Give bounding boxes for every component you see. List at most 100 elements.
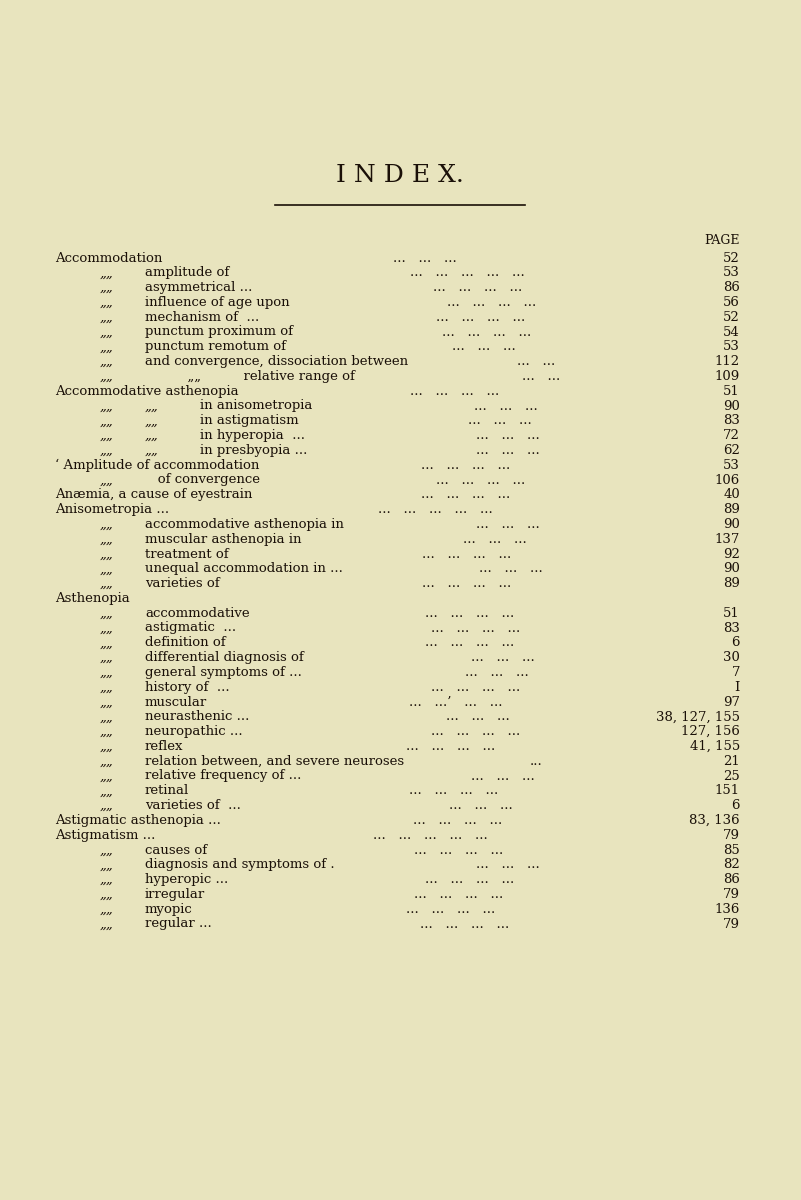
Text: ...   ...: ... ... [522,370,561,383]
Text: ...   ...   ...: ... ... ... [471,652,534,664]
Text: ...   ...   ...   ...: ... ... ... ... [414,844,503,857]
Text: 92: 92 [723,547,740,560]
Text: I N D E X.: I N D E X. [336,163,464,186]
Text: in hyperopia  ...: in hyperopia ... [200,430,305,442]
Text: „„: „„ [100,725,114,738]
Text: influence of age upon: influence of age upon [145,296,290,308]
Text: ...   ...   ...   ...: ... ... ... ... [409,785,498,797]
Text: muscular asthenopia in: muscular asthenopia in [145,533,301,546]
Text: „„: „„ [145,444,159,457]
Text: 109: 109 [714,370,740,383]
Text: „„: „„ [100,370,114,383]
Text: „„: „„ [100,785,114,797]
Text: in astigmatism: in astigmatism [200,414,299,427]
Text: ...   ...   ...   ...: ... ... ... ... [431,680,520,694]
Text: ...   ...   ...: ... ... ... [463,533,526,546]
Text: 53: 53 [723,341,740,353]
Text: ...   ...   ...   ...: ... ... ... ... [425,874,514,886]
Text: Accommodative asthenopia: Accommodative asthenopia [55,385,239,397]
Text: „„: „„ [100,888,114,901]
Text: „„: „„ [100,652,114,664]
Text: 82: 82 [723,858,740,871]
Text: 90: 90 [723,400,740,413]
Text: 21: 21 [723,755,740,768]
Text: ...   ...   ...   ...: ... ... ... ... [447,296,537,308]
Text: accommodative: accommodative [145,607,250,619]
Text: Anæmia, a cause of eyestrain: Anæmia, a cause of eyestrain [55,488,252,502]
Text: regular ...: regular ... [145,918,211,930]
Text: in presbyopia ...: in presbyopia ... [200,444,308,457]
Text: 106: 106 [714,474,740,486]
Text: 51: 51 [723,385,740,397]
Text: 7: 7 [731,666,740,679]
Text: „„: „„ [100,355,114,368]
Text: history of  ...: history of ... [145,680,230,694]
Text: ...   ...   ...: ... ... ... [465,666,529,679]
Text: 89: 89 [723,503,740,516]
Text: relation between, and severe neuroses: relation between, and severe neuroses [145,755,405,768]
Text: „„: „„ [100,607,114,619]
Text: ...   ...   ...   ...: ... ... ... ... [421,458,510,472]
Text: ...: ... [529,755,542,768]
Text: accommodative asthenopia in: accommodative asthenopia in [145,518,344,530]
Text: ...   ...   ...   ...: ... ... ... ... [422,547,512,560]
Text: ...   ...   ...   ...   ...: ... ... ... ... ... [378,503,493,516]
Text: varieties of: varieties of [145,577,219,590]
Text: ...   ...   ...: ... ... ... [452,341,515,353]
Text: „„: „„ [100,858,114,871]
Text: ...   ...   ...   ...   ...: ... ... ... ... ... [409,266,525,280]
Text: 52: 52 [723,252,740,264]
Text: varieties of  ...: varieties of ... [145,799,241,812]
Text: „„: „„ [100,902,114,916]
Text: PAGE: PAGE [705,234,740,246]
Text: ...   ...   ...   ...: ... ... ... ... [406,902,495,916]
Text: „„: „„ [100,874,114,886]
Text: mechanism of  ...: mechanism of ... [145,311,260,324]
Text: „„: „„ [100,769,114,782]
Text: „„: „„ [145,400,159,413]
Text: ...   ...   ...   ...: ... ... ... ... [436,311,525,324]
Text: treatment of: treatment of [145,547,228,560]
Text: diagnosis and symptoms of .: diagnosis and symptoms of . [145,858,335,871]
Text: ...   ...   ...   ...: ... ... ... ... [422,577,512,590]
Text: 40: 40 [723,488,740,502]
Text: Accommodation: Accommodation [55,252,163,264]
Text: „„: „„ [100,325,114,338]
Text: 6: 6 [731,799,740,812]
Text: ...   ...   ...   ...: ... ... ... ... [441,325,531,338]
Text: 54: 54 [723,325,740,338]
Text: 6: 6 [731,636,740,649]
Text: 53: 53 [723,458,740,472]
Text: „„: „„ [100,533,114,546]
Text: 62: 62 [723,444,740,457]
Text: relative frequency of ...: relative frequency of ... [145,769,301,782]
Text: punctum proximum of: punctum proximum of [145,325,293,338]
Text: 97: 97 [723,696,740,708]
Text: neuropathic ...: neuropathic ... [145,725,243,738]
Text: 83: 83 [723,622,740,635]
Text: 83, 136: 83, 136 [690,814,740,827]
Text: differential diagnosis of: differential diagnosis of [145,652,304,664]
Text: ...   ...   ...   ...: ... ... ... ... [431,725,520,738]
Text: ...   ...   ...   ...: ... ... ... ... [410,385,500,397]
Text: retinal: retinal [145,785,189,797]
Text: ...   ...   ...   ...: ... ... ... ... [431,622,520,635]
Text: 38, 127, 155: 38, 127, 155 [656,710,740,724]
Text: definition of: definition of [145,636,226,649]
Text: „„: „„ [100,622,114,635]
Text: 86: 86 [723,874,740,886]
Text: 85: 85 [723,844,740,857]
Text: ...   ...   ...: ... ... ... [468,414,532,427]
Text: Astigmatism ...: Astigmatism ... [55,829,155,841]
Text: 151: 151 [714,785,740,797]
Text: ...   ...   ...   ...: ... ... ... ... [436,474,525,486]
Text: „„: „„ [100,474,114,486]
Text: myopic: myopic [145,902,193,916]
Text: 90: 90 [723,563,740,575]
Text: 127, 156: 127, 156 [681,725,740,738]
Text: „„: „„ [100,844,114,857]
Text: unequal accommodation in ...: unequal accommodation in ... [145,563,343,575]
Text: 30: 30 [723,652,740,664]
Text: „„: „„ [100,636,114,649]
Text: „„: „„ [100,710,114,724]
